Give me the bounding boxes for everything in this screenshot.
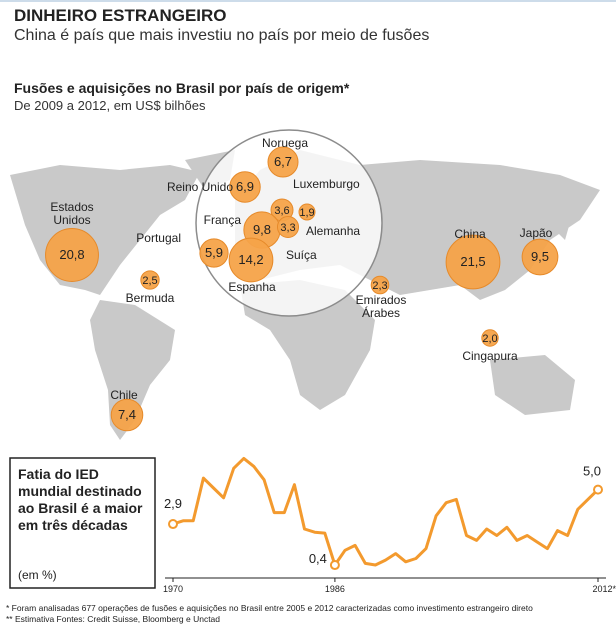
point <box>168 519 178 530</box>
country-label: Alemanha <box>306 224 361 238</box>
bubble <box>298 203 316 221</box>
bubble <box>110 398 144 432</box>
bubble <box>228 237 274 283</box>
bubble <box>445 234 501 290</box>
bubble-value-label: 14,2 <box>238 252 263 267</box>
bubble <box>140 270 160 290</box>
line-chart-box <box>9 457 156 589</box>
footnote: ** Estimativa Fontes: Credit Suisse, Blo… <box>6 614 221 624</box>
bubble <box>45 228 99 282</box>
bubble-value-label: 9,8 <box>253 222 271 237</box>
map-title: Fusões e aquisições no Brasil por país d… <box>14 80 350 96</box>
line <box>172 456 600 567</box>
bubble-value-label: 3,6 <box>274 205 289 217</box>
bubble-value-label: 6,9 <box>236 179 254 194</box>
bubble-value-label: 2,3 <box>372 280 387 292</box>
bubble-value-label: 3,3 <box>280 222 295 234</box>
country-label: Portugal <box>136 231 181 245</box>
bubble <box>370 275 390 295</box>
country-label: Reino Unido <box>166 180 233 194</box>
title: DINHEIRO ESTRANGEIRO <box>14 6 227 25</box>
country-label: Bermuda <box>125 291 175 305</box>
bubble <box>229 171 261 203</box>
point-label: 2,9 <box>164 496 182 511</box>
line-chart-title: Fatia do IED mundial destinado ao Brasil… <box>18 466 143 533</box>
country-label: Chile <box>110 388 138 402</box>
subtitle: China é país que mais investiu no país p… <box>14 27 430 44</box>
country-label: Suíça <box>286 248 317 262</box>
country-label: Espanha <box>228 280 276 294</box>
bubble-value-label: 1,9 <box>299 207 314 219</box>
bubble-value-label: 7,4 <box>118 407 136 422</box>
line-chart-unit: (em %) <box>18 568 57 582</box>
country-label: China <box>454 227 486 241</box>
point <box>329 560 340 571</box>
footnote: * Foram analisadas 677 operações de fusõ… <box>6 603 533 613</box>
x-tick-label: 1970 <box>163 584 183 594</box>
country-label: Noruega <box>261 136 309 150</box>
map-subtitle: De 2009 a 2012, em US$ bilhões <box>14 98 206 113</box>
bubble-value-label: 2,5 <box>142 275 157 287</box>
bubble <box>521 238 559 276</box>
bubble-value-label: 9,5 <box>531 249 549 264</box>
country-label: Japão <box>519 226 553 240</box>
x-tick-label: 1986 <box>325 584 345 594</box>
country-label: Cingapura <box>462 349 518 363</box>
bubble-value-label: 21,5 <box>460 254 485 269</box>
bubble-value-label: 2,0 <box>482 333 497 345</box>
x-tick-label: 2012** <box>592 584 616 594</box>
bubble <box>481 329 499 347</box>
country-label: França <box>203 213 241 227</box>
country-label: Emirados Árabes <box>355 293 407 320</box>
point <box>593 484 603 495</box>
country-label: Estados Unidos <box>50 200 94 227</box>
bubble <box>199 238 229 268</box>
bubble-value-label: 5,9 <box>205 245 223 260</box>
bubble-value-label: 20,8 <box>59 247 84 262</box>
bubble-value-label: 6,7 <box>274 154 292 169</box>
bubble <box>267 146 299 178</box>
country-label: Luxemburgo <box>293 177 360 191</box>
point-label: 5,0 <box>583 464 601 479</box>
point-label: 0,4 <box>309 551 327 566</box>
bubble <box>276 215 300 239</box>
